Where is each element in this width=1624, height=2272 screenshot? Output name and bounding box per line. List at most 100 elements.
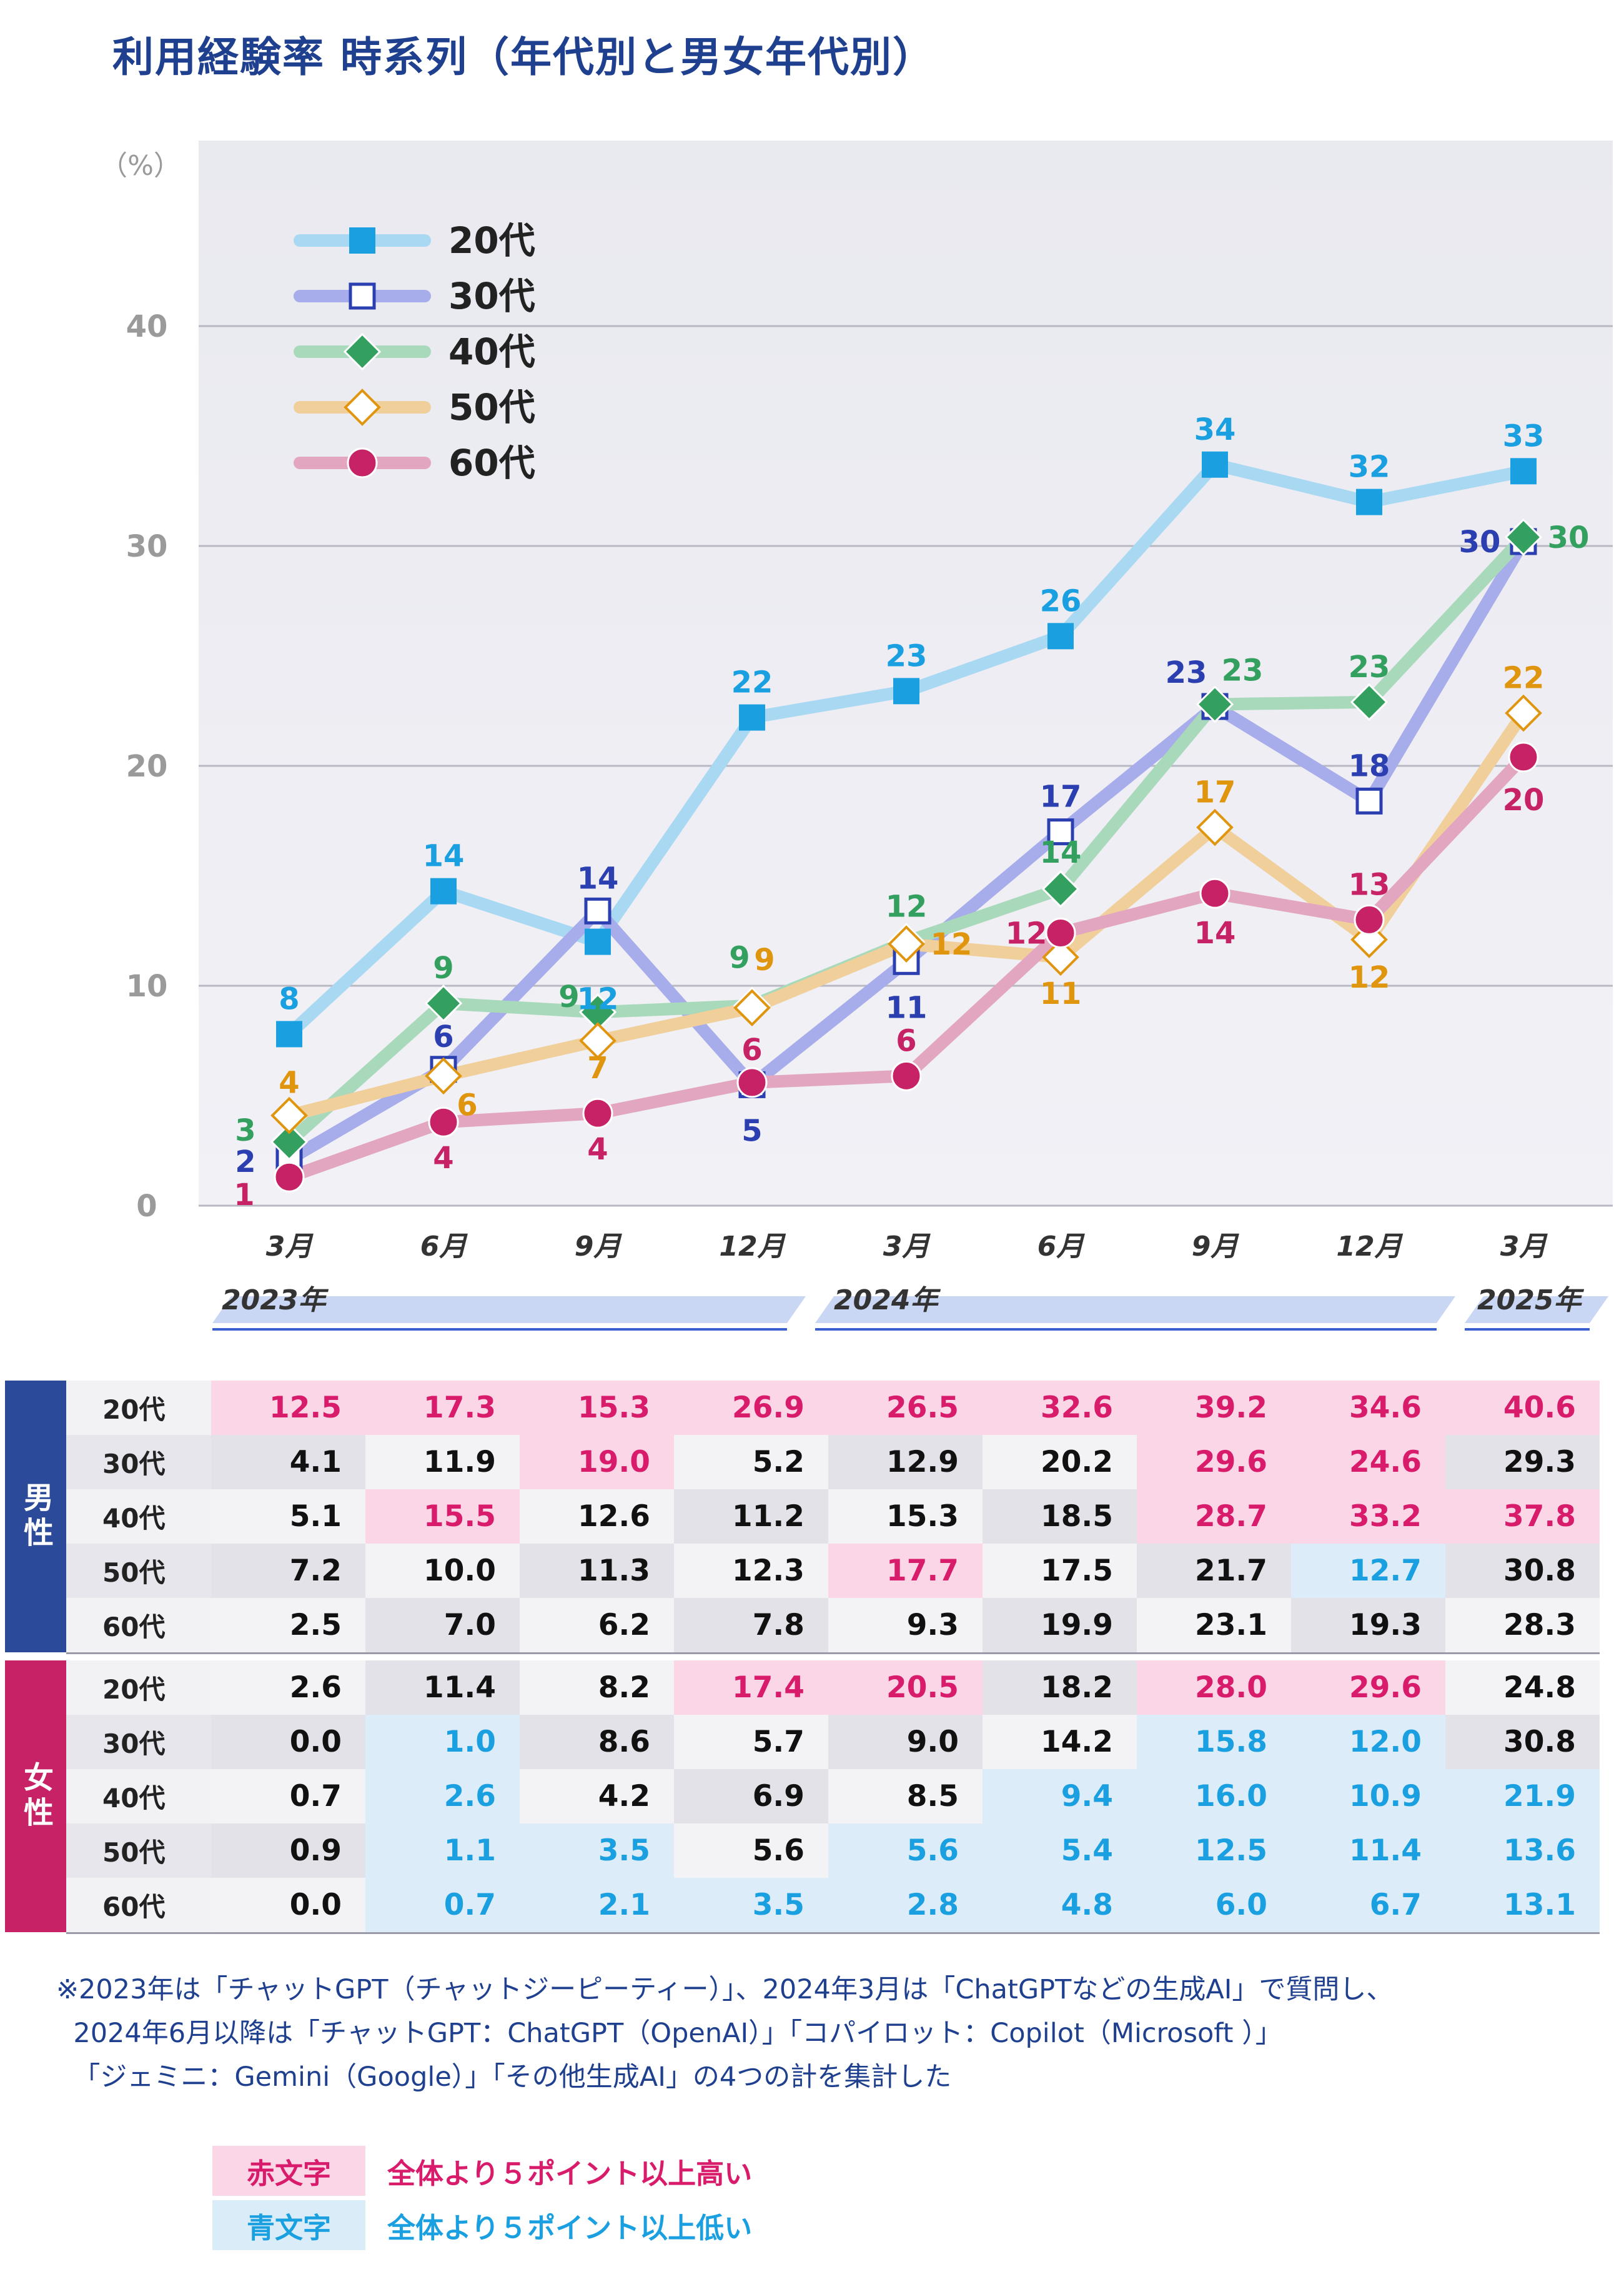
- data-label-60代: 14: [1194, 916, 1236, 951]
- y-tick-label: 30: [126, 529, 168, 564]
- table-cell: 5.1: [211, 1489, 365, 1544]
- table-cell: 13.1: [1445, 1878, 1600, 1932]
- table-row: 40代 5.1 15.5 12.6 11.2 15.3 18.5 28.7 33.2 37.8: [5, 1489, 1600, 1544]
- table-cell: 11.2: [674, 1489, 828, 1544]
- marker-50代: [733, 989, 771, 1027]
- table-cell: 10.0: [365, 1544, 520, 1598]
- marker-40代: [424, 985, 463, 1023]
- row-age-label: 50代: [66, 1544, 216, 1598]
- table-cell: 6.7: [1291, 1878, 1445, 1932]
- footnote: ※2023年は「チャットGPT（チャットジーピーティー）」、2024年3月は「C…: [56, 1968, 1393, 2099]
- key-red-label: 赤文字: [212, 2146, 365, 2196]
- marker-20代: [893, 678, 919, 705]
- table-cell: 19.9: [983, 1598, 1137, 1652]
- table-cell: 5.6: [828, 1823, 983, 1878]
- data-label-20代: 14: [423, 839, 465, 874]
- table-cell: 2.6: [365, 1769, 520, 1823]
- data-label-20代: 8: [279, 981, 299, 1016]
- data-label-20代: 34: [1194, 412, 1236, 447]
- marker-20代: [585, 928, 611, 955]
- legend-label: 20代: [448, 219, 535, 262]
- data-label-40代: 30: [1548, 520, 1590, 555]
- table-cell: 29.3: [1445, 1435, 1600, 1489]
- data-label-40代: 9: [558, 980, 579, 1014]
- table-row: 30代 0.0 1.0 8.6 5.7 9.0 14.2 15.8 12.0 30.8: [5, 1715, 1600, 1769]
- data-label-60代: 13: [1349, 867, 1390, 902]
- table-cell: 2.8: [828, 1878, 983, 1932]
- table-cell: 6.2: [520, 1598, 674, 1652]
- marker-50代: [1042, 938, 1079, 976]
- table-cell: 11.4: [1291, 1823, 1445, 1878]
- x-tick-label: 9月: [1192, 1231, 1240, 1262]
- table-cell: 4.1: [211, 1435, 365, 1489]
- group-divider: [66, 1652, 1600, 1654]
- table-cell: 12.7: [1291, 1544, 1445, 1598]
- data-label-40代: 3: [235, 1113, 255, 1148]
- table-cell: 11.3: [520, 1544, 674, 1598]
- data-label-50代: 7: [587, 1051, 608, 1086]
- table-cell: 24.6: [1291, 1435, 1445, 1489]
- table-row: 60代 2.5 7.0 6.2 7.8 9.3 19.9 23.1 19.3 28.3: [5, 1598, 1600, 1652]
- data-label-40代: 9: [433, 951, 453, 986]
- x-tick-label: 3月: [1500, 1231, 1548, 1262]
- data-label-60代: 20: [1503, 783, 1545, 818]
- year-band: [1465, 1296, 1608, 1323]
- group-label-女性: 女性: [5, 1660, 66, 1932]
- marker-60代: [736, 1067, 768, 1098]
- y-tick-label: 40: [126, 309, 168, 344]
- group-divider: [66, 1932, 1600, 1934]
- table-cell: 12.9: [828, 1435, 983, 1489]
- table-cell: 40.6: [1445, 1381, 1600, 1435]
- footnote-line-2: 2024年6月以降は「チャットGPT：ChatGPT（OpenAI）」「コパイロ…: [73, 2018, 1282, 2049]
- table-cell: 0.7: [365, 1878, 520, 1932]
- table-cell: 8.6: [520, 1715, 674, 1769]
- marker-40代: [1196, 685, 1234, 723]
- table-cell: 18.2: [983, 1660, 1137, 1715]
- marker-60代: [274, 1161, 305, 1193]
- x-tick-label: 12月: [1336, 1231, 1403, 1262]
- data-label-50代: 12: [931, 927, 973, 962]
- marker-50代: [579, 1022, 616, 1059]
- table-cell: 0.9: [211, 1823, 365, 1878]
- marker-40代: [270, 1123, 309, 1161]
- table-cell: 9.0: [828, 1715, 983, 1769]
- table-cell: 1.0: [365, 1715, 520, 1769]
- table-cell: 5.2: [674, 1435, 828, 1489]
- data-label-20代: 33: [1503, 419, 1545, 454]
- marker-50代: [888, 925, 925, 963]
- legend-marker: [349, 227, 375, 254]
- x-tick-label: 6月: [1037, 1231, 1086, 1262]
- year-band: [815, 1296, 1455, 1323]
- table-row: 20代 12.5 17.3 15.3 26.9 26.5 32.6 39.2 34.6 40.6: [5, 1381, 1600, 1435]
- data-label-30代: 17: [1040, 780, 1082, 815]
- data-label-30代: 5: [741, 1113, 762, 1148]
- data-label-40代: 14: [1040, 835, 1082, 870]
- footnote-line-1: ※2023年は「チャットGPT（チャットジーピーティー）」、2024年3月は「C…: [56, 1974, 1394, 2005]
- table-cell: 37.8: [1445, 1489, 1600, 1544]
- key-blue-text: 全体より５ポイント以上低い: [387, 2211, 753, 2245]
- data-label-50代: 9: [754, 943, 775, 978]
- legend-label: 30代: [448, 275, 535, 317]
- marker-20代: [1510, 458, 1537, 485]
- chart-title: 利用経験率 時系列（年代別と男女年代別）: [112, 33, 935, 81]
- marker-20代: [1202, 451, 1228, 478]
- table-cell: 9.3: [828, 1598, 983, 1652]
- table-cell: 11.4: [365, 1660, 520, 1715]
- table-cell: 21.9: [1445, 1769, 1600, 1823]
- table-cell: 12.6: [520, 1489, 674, 1544]
- table-cell: 32.6: [983, 1381, 1137, 1435]
- data-label-50代: 12: [1349, 960, 1390, 995]
- data-label-20代: 26: [1040, 583, 1082, 618]
- year-label: 2024年: [834, 1284, 941, 1316]
- x-tick-label: 3月: [266, 1231, 314, 1262]
- marker-20代: [739, 704, 765, 731]
- table-cell: 33.2: [1291, 1489, 1445, 1544]
- marker-20代: [430, 878, 457, 905]
- table-cell: 21.7: [1137, 1544, 1291, 1598]
- table-cell: 15.8: [1137, 1715, 1291, 1769]
- y-tick-label: 20: [126, 749, 168, 784]
- table-cell: 17.3: [365, 1381, 520, 1435]
- table-cell: 5.4: [983, 1823, 1137, 1878]
- table-cell: 0.7: [211, 1769, 365, 1823]
- marker-40代: [1350, 683, 1389, 722]
